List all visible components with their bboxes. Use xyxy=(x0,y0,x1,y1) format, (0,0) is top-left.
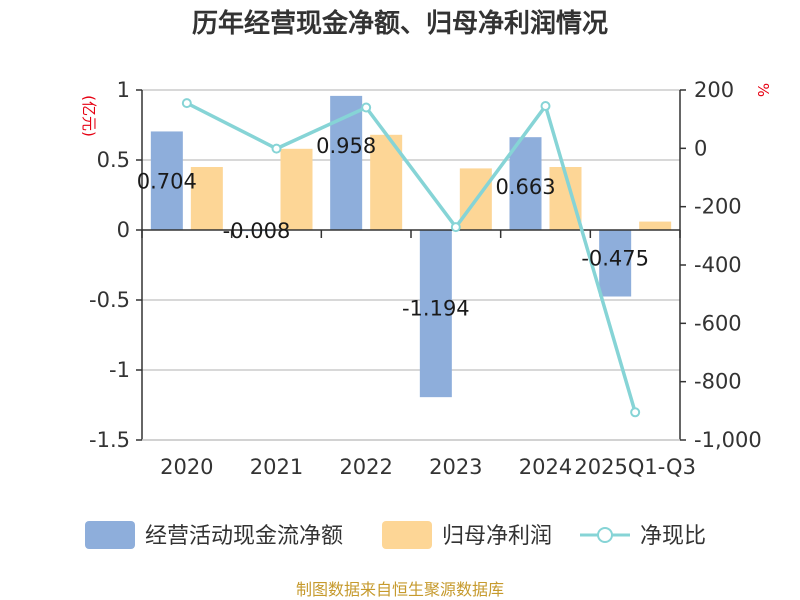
ratio-point xyxy=(181,98,192,109)
x-tick-label: 2022 xyxy=(339,455,392,479)
x-tick-label: 2023 xyxy=(429,455,482,479)
right-tick-label: -800 xyxy=(694,370,742,394)
left-tick-label: 0.5 xyxy=(97,148,130,172)
x-tick-label: 2025Q1-Q3 xyxy=(574,455,696,479)
cashflow-data-label: -0.008 xyxy=(223,219,291,243)
ratio-point xyxy=(361,102,372,113)
right-tick-label: -1,000 xyxy=(694,428,762,452)
source-note: 制图数据来自恒生聚源数据库 xyxy=(296,580,504,599)
cashflow-bar xyxy=(599,230,632,297)
right-tick-label: 200 xyxy=(694,78,734,102)
ratio-line xyxy=(181,98,641,418)
cashflow-data-label: 0.704 xyxy=(137,169,197,193)
legend-label-ratio: 净现比 xyxy=(640,524,706,549)
ratio-point xyxy=(271,143,282,154)
left-tick-label: -1 xyxy=(109,358,130,382)
cashflow-bar xyxy=(150,131,183,230)
cashflow-bar xyxy=(509,137,542,230)
bars xyxy=(150,95,672,398)
chart-title: 历年经营现金净额、归母净利润情况 xyxy=(192,8,608,39)
ratio-line-path xyxy=(186,101,637,413)
cashflow-data-label: -1.194 xyxy=(402,297,470,321)
legend-label-cashflow: 经营活动现金流净额 xyxy=(145,524,343,549)
cashflow-data-label: 0.663 xyxy=(495,175,555,199)
right-axis-unit: % xyxy=(754,83,772,97)
cashflow-data-label: 0.958 xyxy=(316,134,376,158)
cashflow-data-label: -0.475 xyxy=(581,246,649,270)
axes: 1 0.5 0 -0.5 -1 -1.5 200 0 -200 -400 -600 -800 -1,00… xyxy=(89,78,762,479)
data-labels: 0.704 -0.008 0.958 -1.194 0.663 -0.475 xyxy=(137,134,649,321)
right-tick-label: 0 xyxy=(694,136,707,160)
profit-bar xyxy=(280,148,313,230)
profit-bar xyxy=(639,221,672,230)
right-tick-label: -600 xyxy=(694,311,742,335)
profit-bar xyxy=(190,167,223,230)
x-tick-label: 2021 xyxy=(250,455,303,479)
left-axis-unit: (亿元) xyxy=(80,95,98,137)
ratio-point xyxy=(630,407,641,418)
legend-marker-ratio xyxy=(597,527,613,543)
ratio-point xyxy=(540,101,551,112)
left-tick-label: -0.5 xyxy=(89,288,130,312)
legend-swatch-profit xyxy=(382,521,432,549)
left-tick-label: 0 xyxy=(117,218,130,242)
right-tick-label: -400 xyxy=(694,253,742,277)
x-tick-label: 2020 xyxy=(160,455,213,479)
left-tick-label: -1.5 xyxy=(89,428,130,452)
legend-swatch-cashflow xyxy=(85,521,135,549)
ratio-point xyxy=(450,222,461,233)
legend-label-profit: 归母净利润 xyxy=(442,524,552,549)
right-tick-label: -200 xyxy=(694,195,742,219)
x-tick-label: 2024 xyxy=(519,455,572,479)
cashflow-bar xyxy=(419,230,452,398)
left-tick-label: 1 xyxy=(117,78,130,102)
legend: 经营活动现金流净额 归母净利润 净现比 xyxy=(85,521,706,549)
